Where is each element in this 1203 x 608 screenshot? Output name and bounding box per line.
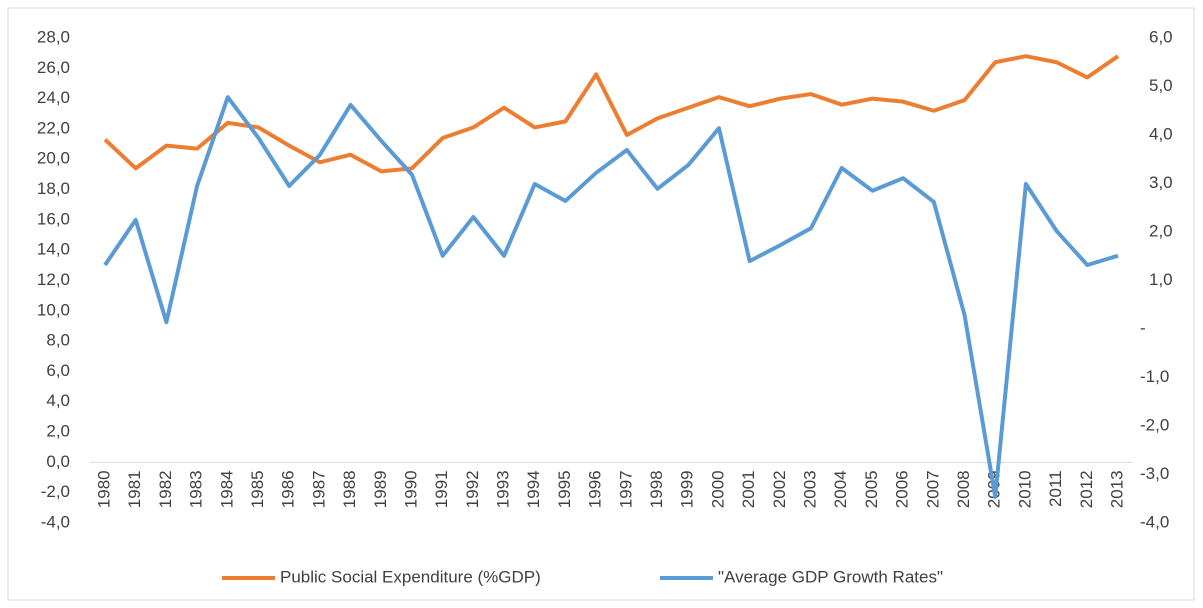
y2-tick-label: - bbox=[1140, 318, 1146, 337]
y-tick-label: 0,0 bbox=[46, 452, 70, 471]
x-tick-label: 1991 bbox=[432, 470, 451, 508]
x-tick-label: 1980 bbox=[94, 470, 113, 508]
x-tick-label: 2004 bbox=[831, 470, 850, 508]
x-tick-label: 1994 bbox=[524, 470, 543, 508]
x-tick-label: 1996 bbox=[586, 470, 605, 508]
y2-tick-label: -4,0 bbox=[1140, 512, 1169, 531]
y-tick-label: 8,0 bbox=[46, 331, 70, 350]
x-tick-label: 1987 bbox=[309, 470, 328, 508]
x-tick-label: 2000 bbox=[708, 470, 727, 508]
x-tick-label: 1981 bbox=[125, 470, 144, 508]
x-tick-label: 1990 bbox=[401, 470, 420, 508]
y2-tick-label: -3,0 bbox=[1140, 464, 1169, 483]
y2-tick-label: 2,0 bbox=[1149, 221, 1173, 240]
x-tick-label: 1989 bbox=[371, 470, 390, 508]
x-tick-label: 1995 bbox=[555, 470, 574, 508]
y2-tick-label: 6,0 bbox=[1149, 27, 1173, 46]
y-tick-label: 22,0 bbox=[37, 118, 70, 137]
x-tick-label: 1982 bbox=[156, 470, 175, 508]
y-tick-label: 24,0 bbox=[37, 88, 70, 107]
x-tick-label: 2006 bbox=[893, 470, 912, 508]
x-tick-label: 2002 bbox=[770, 470, 789, 508]
y2-tick-label: -2,0 bbox=[1140, 415, 1169, 434]
x-tick-label: 2012 bbox=[1077, 470, 1096, 508]
y-tick-label: -4,0 bbox=[41, 512, 70, 531]
legend-label: Public Social Expenditure (%GDP) bbox=[280, 567, 541, 586]
x-tick-label: 1988 bbox=[340, 470, 359, 508]
y-tick-label: 12,0 bbox=[37, 270, 70, 289]
legend-label: "Average GDP Growth Rates" bbox=[718, 567, 943, 586]
y-tick-label: 18,0 bbox=[37, 179, 70, 198]
y-tick-label: 14,0 bbox=[37, 240, 70, 259]
x-tick-label: 2003 bbox=[801, 470, 820, 508]
y-tick-label: -2,0 bbox=[41, 482, 70, 501]
y2-tick-label: 5,0 bbox=[1149, 76, 1173, 95]
x-tick-label: 1984 bbox=[217, 470, 236, 508]
x-tick-label: 2007 bbox=[923, 470, 942, 508]
x-tick-label: 2005 bbox=[862, 470, 881, 508]
x-tick-label: 1985 bbox=[248, 470, 267, 508]
x-tick-label: 2011 bbox=[1046, 470, 1065, 507]
x-tick-label: 1986 bbox=[279, 470, 298, 508]
x-tick-label: 1998 bbox=[647, 470, 666, 508]
chart-border bbox=[7, 7, 1195, 601]
series-line bbox=[103, 54, 1120, 174]
x-tick-label: 2001 bbox=[739, 470, 758, 508]
x-tick-label: 1993 bbox=[494, 470, 513, 508]
y-tick-label: 28,0 bbox=[37, 27, 70, 46]
x-tick-label: 2013 bbox=[1107, 470, 1126, 508]
y-tick-label: 20,0 bbox=[37, 149, 70, 168]
x-tick-label: 1992 bbox=[463, 470, 482, 508]
y-tick-label: 26,0 bbox=[37, 58, 70, 77]
y-tick-label: 2,0 bbox=[46, 422, 70, 441]
y-tick-label: 10,0 bbox=[37, 300, 70, 319]
x-tick-label: 2010 bbox=[1015, 470, 1034, 508]
y2-tick-label: 1,0 bbox=[1149, 270, 1173, 289]
x-tick-label: 1997 bbox=[616, 470, 635, 508]
y2-tick-label: 3,0 bbox=[1149, 173, 1173, 192]
y2-tick-label: -1,0 bbox=[1140, 367, 1169, 386]
x-tick-label: 1983 bbox=[187, 470, 206, 508]
y-tick-label: 4,0 bbox=[46, 391, 70, 410]
y-tick-label: 6,0 bbox=[46, 361, 70, 380]
y2-tick-label: 4,0 bbox=[1149, 124, 1173, 143]
x-tick-label: 1999 bbox=[678, 470, 697, 508]
x-tick-label: 2008 bbox=[954, 470, 973, 508]
y-tick-label: 16,0 bbox=[37, 209, 70, 228]
series-line bbox=[103, 95, 1119, 499]
